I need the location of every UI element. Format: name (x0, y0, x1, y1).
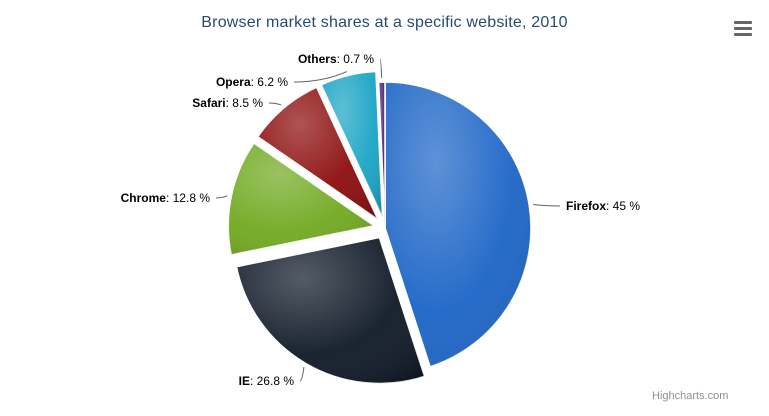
data-label-name: Others (298, 52, 337, 66)
data-label-value: : 12.8 % (166, 191, 210, 205)
pie-slice-shading-others (378, 82, 385, 228)
chart-title: Browser market shares at a specific webs… (201, 14, 568, 31)
data-labels-group: Firefox: 45 % IE: 26.8 % Chrome: 12.8 % Saf… (121, 52, 641, 388)
data-label-name: Firefox (566, 199, 606, 213)
data-label-name: Chrome (121, 191, 167, 205)
data-label-value: : 45 % (606, 199, 640, 213)
hamburger-bar-2 (734, 26, 752, 30)
highcharts-credits[interactable]: Highcharts.com (652, 390, 729, 402)
data-label-safari[interactable]: Safari: 8.5 % (192, 96, 263, 110)
pie-slice-shading-firefox (385, 82, 531, 367)
connector-ie (299, 367, 305, 382)
pie-slice-shading-safari (257, 87, 378, 220)
data-label-others[interactable]: Others: 0.7 % (298, 52, 374, 66)
data-label-value: : 0.7 % (337, 52, 375, 66)
hamburger-bar-1 (734, 20, 752, 24)
data-label-value: : 26.8 % (250, 374, 294, 388)
export-menu-button[interactable] (731, 17, 755, 39)
pie-slice-shading-opera (321, 71, 383, 218)
pie-slice-shading-chrome (228, 142, 375, 255)
data-label-chrome[interactable]: Chrome: 12.8 % (121, 191, 211, 205)
connector-safari (268, 102, 282, 106)
hamburger-bar-3 (734, 32, 752, 36)
connector-others (379, 58, 383, 79)
data-label-opera[interactable]: Opera: 6.2 % (216, 75, 288, 89)
connector-firefox (533, 204, 561, 207)
pie-shading-overlay (228, 71, 531, 384)
data-label-value: : 6.2 % (251, 75, 289, 89)
data-label-name: Opera (216, 75, 251, 89)
connector-opera (293, 71, 348, 83)
data-label-connectors-group (215, 58, 561, 382)
connector-chrome (215, 195, 228, 199)
pie-slice-shading-ie (236, 237, 425, 384)
data-label-name: Safari (192, 96, 225, 110)
data-label-ie[interactable]: IE: 26.8 % (239, 374, 295, 388)
data-label-name: IE (239, 374, 250, 388)
data-label-value: : 8.5 % (226, 96, 264, 110)
data-label-firefox[interactable]: Firefox: 45 % (566, 199, 640, 213)
